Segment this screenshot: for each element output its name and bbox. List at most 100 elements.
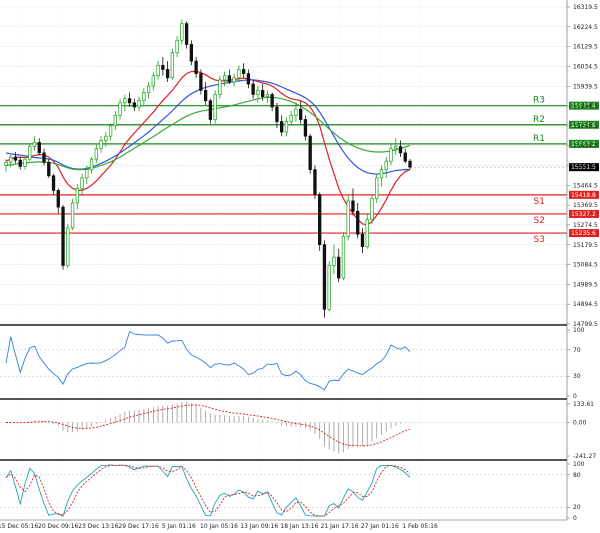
candle-body — [184, 23, 189, 45]
candle-body — [194, 60, 198, 74]
price-tick-label: 15654.5 — [573, 143, 598, 150]
price-tick-label: 15939.5 — [573, 83, 598, 90]
level-value-s2: 15327.2 — [571, 211, 596, 218]
separator-main — [0, 324, 567, 326]
price-tick-label: 15559.5 — [573, 163, 598, 170]
rsi-tick-label: 100 — [573, 327, 585, 334]
candle-body — [360, 233, 365, 248]
price-tick-label: 14989.5 — [573, 281, 598, 288]
moving-averages — [5, 70, 411, 226]
level-value-s3: 15235.6 — [571, 230, 596, 237]
candle-body — [23, 158, 27, 167]
candle-body — [237, 69, 241, 79]
time-tick-label: 23 Dec 13:16 — [78, 523, 119, 530]
candle-body — [118, 102, 122, 116]
price-tick-label: 16129.5 — [573, 44, 598, 51]
candle-body — [265, 94, 270, 97]
rsi-tick-label: 30 — [573, 373, 581, 380]
pivot-levels: R3 15846.4 R2 15754.8 R1 15663.2 S1 15418.8 S2 15… — [0, 96, 599, 245]
level-value-r1: 15663.2 — [571, 141, 596, 148]
candle-body — [108, 125, 113, 137]
candle-body — [165, 69, 170, 79]
candle-body — [13, 156, 18, 161]
candle-body — [246, 73, 251, 85]
candle-body — [308, 135, 312, 170]
separator-macd — [0, 459, 567, 461]
rsi-tick-label: 0 — [573, 393, 577, 400]
time-axis-labels: 15 Dec 05:16 20 Dec 09:16 23 Dec 13:16 29 D… — [0, 523, 438, 530]
candle-body — [180, 23, 184, 41]
price-tick-label: 15084.5 — [573, 262, 598, 269]
level-name-s2: S2 — [534, 216, 545, 226]
candle-body — [379, 169, 384, 179]
candle-body — [66, 227, 70, 266]
level-badge-s2 — [569, 209, 599, 218]
time-tick-label: 5 Jan 01:16 — [162, 523, 196, 530]
candle-body — [208, 100, 213, 120]
candlesticks — [4, 19, 412, 318]
price-tick-label: 15844.5 — [573, 103, 598, 110]
candle-body — [94, 148, 98, 160]
candle-body — [327, 265, 331, 310]
candle-body — [89, 158, 94, 170]
price-tick-label: 14799.5 — [573, 321, 598, 328]
candle-body — [261, 89, 265, 97]
candle-body — [256, 89, 260, 95]
price-tick-label: 15369.5 — [573, 202, 598, 209]
candle-body — [384, 160, 388, 170]
candle-body — [175, 39, 179, 54]
macd-signal-line — [6, 404, 411, 447]
time-tick-label: 18 Jan 13:16 — [280, 523, 318, 530]
candle-body — [251, 83, 255, 95]
moving-average-line-3 — [5, 96, 411, 171]
price-tick-label: 15179.5 — [573, 242, 598, 249]
candle-body — [80, 177, 84, 189]
time-tick-label: 20 Dec 09:16 — [38, 523, 79, 530]
candle-body — [61, 206, 65, 266]
rsi-tick-label: 70 — [573, 347, 581, 354]
candle-body — [241, 69, 246, 74]
time-tick-label: 29 Dec 17:16 — [118, 523, 159, 530]
candle-body — [28, 146, 32, 160]
candle-body — [322, 244, 327, 310]
candle-body — [218, 79, 222, 95]
candle-body — [213, 94, 217, 120]
candle-body — [9, 156, 13, 163]
candle-body — [294, 108, 298, 116]
candle-body — [85, 169, 89, 179]
level-badge-s3 — [569, 229, 599, 238]
level-name-s3: S3 — [534, 235, 545, 245]
candle-body — [151, 75, 155, 87]
level-name-r2: R2 — [533, 115, 545, 125]
price-tick-label: 15464.5 — [573, 182, 598, 189]
level-name-r1: R1 — [533, 134, 545, 144]
candle-body — [346, 200, 350, 237]
time-tick-label: 13 Jan 09:16 — [240, 523, 278, 530]
candle-body — [56, 190, 60, 208]
candle-body — [170, 52, 175, 79]
level-name-r3: R3 — [533, 96, 545, 106]
candle-body — [203, 89, 208, 102]
macd-tick-label: -241.27 — [573, 453, 596, 460]
candle-body — [4, 161, 8, 166]
candle-body — [42, 152, 46, 163]
stochastic-d-line — [5, 464, 411, 517]
candle-body — [146, 85, 151, 93]
candle-body — [161, 64, 165, 70]
candle-body — [47, 161, 51, 177]
candle-body — [156, 64, 160, 77]
candle-body — [70, 202, 75, 229]
candle-body — [284, 121, 289, 133]
candle-body — [270, 94, 274, 108]
candle-body — [32, 142, 37, 147]
stochastic-k-line — [5, 464, 411, 517]
last-price-badge — [569, 163, 599, 172]
candle-body — [232, 77, 236, 83]
macd-tick-label: 133.61 — [573, 401, 594, 408]
candle-body — [318, 194, 322, 245]
separator-rsi — [0, 398, 567, 400]
macd-tick-label: 0.00 — [573, 420, 587, 427]
candle-body — [398, 146, 403, 154]
